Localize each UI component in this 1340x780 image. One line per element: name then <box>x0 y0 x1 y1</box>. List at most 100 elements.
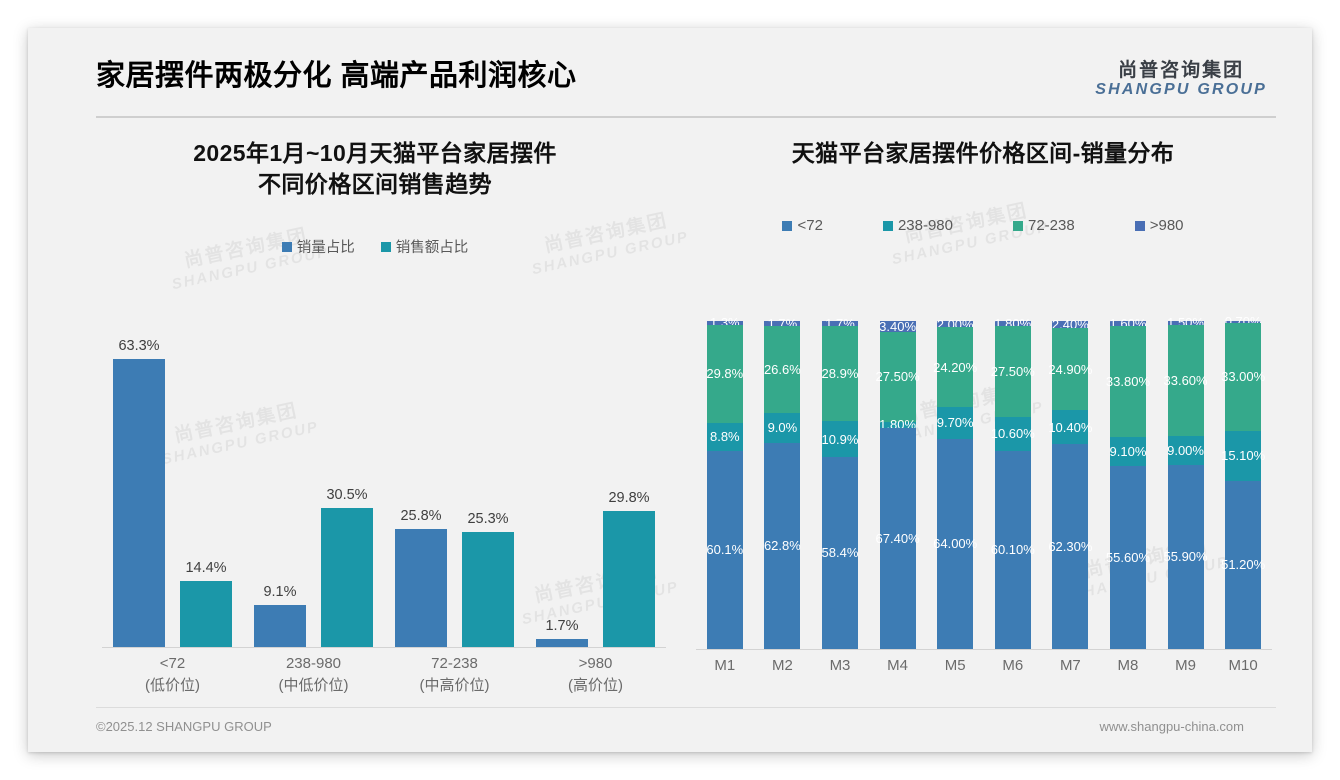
stacked-bar-segment[interactable]: 51.20% <box>1221 480 1265 649</box>
stacked-bar-segment[interactable]: 9.0% <box>764 413 801 443</box>
right-chart-x-axis <box>696 648 1272 650</box>
left-chart-title: 2025年1月~10月天猫平台家居摆件 不同价格区间销售趋势 <box>70 138 680 200</box>
stacked-bar[interactable]: 3.40% 27.50% 1.80% 67.40% <box>876 318 920 649</box>
stacked-bar[interactable]: 1.60% 33.80% 9.10% 55.60% <box>1106 316 1150 649</box>
stacked-bar-segment[interactable]: 33.60% <box>1164 325 1208 436</box>
stacked-bar[interactable]: 1.80% 27.50% 10.60% 60.10% <box>991 316 1035 649</box>
bar[interactable] <box>395 529 447 647</box>
stacked-bar-segment[interactable]: 8.8% <box>706 422 743 452</box>
legend-item-series-1[interactable]: 238-980 <box>882 217 953 234</box>
stacked-bar[interactable]: 1.7% 28.9% 10.9% 58.4% <box>822 316 858 649</box>
stacked-bar-column[interactable]: 0.70% 33.00% 15.10% 51.20% <box>1214 314 1272 649</box>
bar-column[interactable]: 25.3% <box>462 309 514 647</box>
legend-item-series-0[interactable]: <72 <box>782 217 823 234</box>
segment-value-label: 9.10% <box>1109 443 1147 459</box>
right-chart-title: 天猫平台家居摆件价格区间-销量分布 <box>791 140 1175 166</box>
bar[interactable] <box>180 581 232 647</box>
stacked-bar-segment[interactable]: 9.10% <box>1109 436 1147 467</box>
bar[interactable] <box>113 358 165 647</box>
x-tick-label: M3 <box>829 657 851 674</box>
bar-column[interactable]: 29.8% <box>603 309 655 647</box>
stacked-bar-column[interactable]: 1.7% 26.6% 9.0% 62.8% <box>754 316 812 649</box>
stacked-bar-segment[interactable]: 9.70% <box>937 406 974 439</box>
legend-swatch-icon <box>882 220 893 231</box>
stacked-bar-segment[interactable]: 10.9% <box>822 421 858 457</box>
stacked-bar-segment[interactable]: 24.20% <box>933 327 977 407</box>
stacked-bar-column[interactable]: 3.40% 27.50% 1.80% 67.40% <box>869 318 927 649</box>
legend-item-series-0[interactable]: 销量占比 <box>281 236 355 257</box>
stacked-bar-segment[interactable]: 15.10% <box>1221 431 1265 481</box>
stacked-bar-segment[interactable]: 10.60% <box>991 416 1035 452</box>
stacked-bar-column[interactable]: 1.3% 29.8% 8.8% 60.1% <box>696 315 754 649</box>
stacked-bar-segment[interactable]: 2.40% <box>1052 317 1089 332</box>
bar-value-label: 1.7% <box>545 617 579 634</box>
right-stacked-bar-chart: 1.3% 29.8% 8.8% 60.1% 1.7% 26.6% 9.0% 62.8% 1.7%… <box>696 314 1272 674</box>
slide-header: 家居摆件两极分化 高端产品利润核心 尚普咨询集团 SHANGPU GROUP <box>28 28 1312 118</box>
stacked-bar[interactable]: 1.3% 29.8% 8.8% 60.1% <box>706 315 743 649</box>
stacked-bar-segment[interactable]: 67.40% <box>876 427 920 649</box>
x-tick-label: M10 <box>1228 657 1258 674</box>
stacked-bar-segment[interactable]: 60.10% <box>991 451 1035 649</box>
stacked-bar-segment[interactable]: 3.40% <box>879 318 917 334</box>
stacked-bar-segment[interactable]: 55.90% <box>1164 465 1208 649</box>
stacked-bar-segment[interactable]: 64.00% <box>933 438 977 649</box>
stacked-bar-segment[interactable]: 62.8% <box>764 442 801 649</box>
stacked-bar[interactable]: 1.7% 26.6% 9.0% 62.8% <box>763 316 801 649</box>
legend-swatch-icon <box>380 241 391 252</box>
bar-column[interactable]: 14.4% <box>180 309 232 647</box>
footer-website: www.shangpu-china.com <box>1099 719 1244 734</box>
stacked-bar-segment[interactable]: 24.90% <box>1048 328 1092 411</box>
x-tick-label: M1 <box>714 657 736 674</box>
x-tick-label: M6 <box>1002 657 1024 674</box>
stacked-bar-segment[interactable]: 33.80% <box>1106 325 1150 437</box>
stacked-bar-segment[interactable]: 26.6% <box>763 326 801 414</box>
stacked-bar-segment[interactable]: 33.00% <box>1221 322 1265 432</box>
bar-column[interactable]: 9.1% <box>254 309 306 647</box>
stacked-bar-column[interactable]: 1.60% 33.80% 9.10% 55.60% <box>1099 316 1157 649</box>
bar-column[interactable]: 1.7% <box>536 309 588 647</box>
bar-column[interactable]: 30.5% <box>321 309 373 647</box>
stacked-bar-segment[interactable]: 27.50% <box>991 326 1035 417</box>
bar-column[interactable]: 63.3% <box>113 309 165 647</box>
stacked-bar-segment[interactable]: 55.60% <box>1106 466 1150 649</box>
stacked-bar-column[interactable]: 1.7% 28.9% 10.9% 58.4% <box>811 316 869 649</box>
bar[interactable] <box>462 531 514 647</box>
stacked-bar[interactable]: 2.40% 24.90% 10.40% 62.30% <box>1048 317 1092 649</box>
x-tick-label: <72 (低价位) <box>102 653 243 697</box>
stacked-bar-segment[interactable]: 9.00% <box>1167 435 1204 466</box>
bar-value-label: 9.1% <box>263 584 297 601</box>
bar[interactable] <box>254 605 306 647</box>
bar-value-label: 63.3% <box>118 337 160 354</box>
left-chart-title-line1: 2025年1月~10月天猫平台家居摆件 <box>193 140 557 166</box>
stacked-bar[interactable]: 2.00% 24.20% 9.70% 64.00% <box>933 317 977 649</box>
bar-column[interactable]: 25.8% <box>395 309 447 647</box>
stacked-bar-segment[interactable]: 62.30% <box>1048 444 1092 649</box>
bar[interactable] <box>536 638 588 647</box>
stacked-bar-segment[interactable]: 29.8% <box>706 324 743 423</box>
segment-value-label: 26.6% <box>763 362 801 378</box>
stacked-bar-column[interactable]: 1.50% 33.60% 9.00% 55.90% <box>1157 315 1215 649</box>
stacked-bar[interactable]: 0.70% 33.00% 15.10% 51.20% <box>1221 314 1265 649</box>
stacked-bar-column[interactable]: 2.00% 24.20% 9.70% 64.00% <box>926 317 984 649</box>
stacked-bar-column[interactable]: 2.40% 24.90% 10.40% 62.30% <box>1042 317 1100 649</box>
segment-value-label: 9.0% <box>767 420 798 436</box>
segment-value-label: 3.40% <box>879 318 917 334</box>
left-chart-plot-area: 63.3% 14.4% 9.1% 30.5% 25.8% 25.3% 1.7% 29.8% <box>102 309 666 647</box>
bar[interactable] <box>603 511 655 647</box>
legend-item-series-3[interactable]: >980 <box>1134 217 1184 234</box>
segment-value-label: 27.50% <box>990 364 1035 380</box>
x-tick-label: M7 <box>1059 657 1081 674</box>
legend-item-series-1[interactable]: 销售额占比 <box>380 236 468 257</box>
x-tick-label: >980 (高价位) <box>525 653 666 697</box>
segment-value-label: 24.20% <box>933 359 978 375</box>
stacked-bar[interactable]: 1.50% 33.60% 9.00% 55.90% <box>1164 315 1208 649</box>
bar[interactable] <box>321 507 373 647</box>
legend-item-series-2[interactable]: 72-238 <box>1013 217 1075 234</box>
stacked-bar-segment[interactable]: 28.9% <box>822 326 858 422</box>
stacked-bar-segment[interactable]: 27.50% <box>876 331 920 422</box>
stacked-bar-segment[interactable]: 60.1% <box>706 451 743 649</box>
stacked-bar-segment[interactable]: 10.40% <box>1048 410 1092 445</box>
left-chart-x-axis <box>102 646 666 648</box>
stacked-bar-segment[interactable]: 58.4% <box>822 456 858 649</box>
stacked-bar-column[interactable]: 1.80% 27.50% 10.60% 60.10% <box>984 316 1042 649</box>
